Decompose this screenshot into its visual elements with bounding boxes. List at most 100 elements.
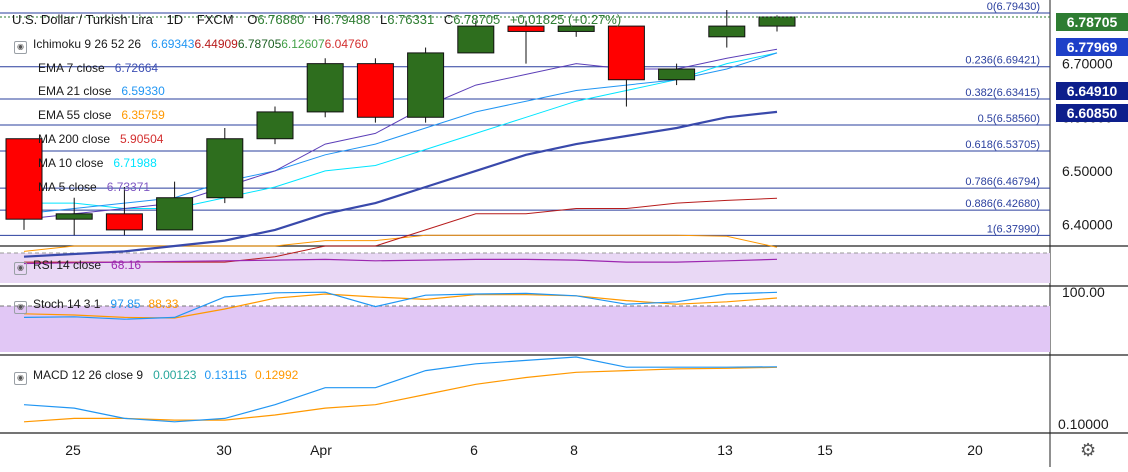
rsi-band — [0, 253, 1050, 283]
fib-label: 0.618(6.53705) — [965, 139, 1040, 151]
stoch-axis-label: 100.00 — [1062, 284, 1105, 300]
indicator-legend-row[interactable]: ◉ Ichimoku 9 26 52 26 6.693436.449096.7870… — [14, 37, 368, 54]
indicator-legend-row[interactable]: MA 10 close 6.71988 — [38, 156, 157, 170]
indicator-name: EMA 55 close — [38, 108, 112, 122]
stoch-band — [0, 306, 1050, 352]
symbol-header: U.S. Dollar / Turkish Lira 1D FXCM O6.76… — [12, 12, 627, 27]
fib-label: 0.5(6.58560) — [978, 113, 1040, 125]
open-value: 6.76880 — [257, 12, 305, 27]
candle-body — [55, 213, 93, 220]
eye-icon[interactable]: ◉ — [14, 301, 27, 314]
gear-icon[interactable]: ⚙ — [1080, 440, 1097, 460]
indicator-name: EMA 7 close — [38, 61, 105, 75]
indicator-value: 6.69343 — [151, 37, 195, 51]
indicator-name: Ichimoku 9 26 52 26 — [33, 37, 142, 51]
fib-label: 0.236(6.69421) — [965, 55, 1040, 67]
price-tick-label: 6.40000 — [1062, 217, 1113, 233]
macd-legend[interactable]: ◉ MACD 12 26 close 9 0.00123 0.13115 0.12992 — [14, 368, 298, 385]
rsi-legend[interactable]: ◉ RSI 14 close 68.16 — [14, 258, 141, 275]
fib-label: 0.786(6.46794) — [965, 176, 1040, 188]
stoch-k-line — [23, 291, 778, 320]
macd-signal-line — [23, 366, 778, 423]
price-tag: 6.78705 — [1056, 13, 1128, 31]
change-value: +0.01825 (+0.27%) — [509, 12, 622, 27]
indicator-value: 6.72664 — [114, 61, 159, 75]
indicator-value: 6.04760 — [324, 37, 369, 51]
indicator-value: 6.12607 — [281, 37, 325, 51]
candle-body — [758, 16, 796, 27]
macd-name: MACD 12 26 close 9 — [33, 368, 144, 382]
stoch-k-value: 97.85 — [110, 297, 141, 311]
candle-body — [256, 111, 294, 140]
indicator-value: 6.59330 — [121, 84, 165, 98]
x-tick-label: 30 — [216, 442, 232, 458]
price-tag: 6.60850 — [1056, 103, 1128, 122]
indicator-legend-row[interactable]: MA 200 close 5.90504 — [38, 132, 163, 146]
ichimoku-base-line — [23, 110, 778, 258]
candle-body — [457, 25, 495, 54]
candle-body — [105, 213, 143, 231]
indicator-legend-row[interactable]: EMA 55 close 6.35759 — [38, 108, 165, 122]
candle-body — [5, 138, 43, 220]
stoch-name: Stoch 14 3 1 — [33, 297, 101, 311]
x-tick-label: 25 — [65, 442, 81, 458]
open-label: O — [247, 12, 258, 27]
x-tick-label: 15 — [817, 442, 833, 458]
indicator-legend-row[interactable]: EMA 21 close 6.59330 — [38, 84, 165, 98]
ma10-line — [24, 52, 778, 209]
high-label: H — [313, 12, 324, 27]
stoch-legend[interactable]: ◉ Stoch 14 3 1 97.85 88.33 — [14, 297, 178, 314]
candle-body — [156, 197, 194, 231]
macd-signal-value: 0.12992 — [254, 368, 299, 382]
macd-line — [23, 356, 778, 423]
candle-body — [206, 138, 244, 199]
indicator-name: MA 10 close — [38, 156, 104, 170]
price-tag: 6.77969 — [1056, 38, 1128, 56]
indicator-legend-row[interactable]: MA 5 close 6.73371 — [38, 180, 150, 194]
x-tick-label: 8 — [570, 442, 578, 458]
price-tick-label: 6.70000 — [1062, 56, 1113, 72]
rsi-value: 68.16 — [111, 258, 142, 272]
fib-label: 0(6.79430) — [987, 1, 1040, 13]
indicator-legend-row[interactable]: EMA 7 close 6.72664 — [38, 61, 158, 75]
high-value: 6.79488 — [323, 12, 371, 27]
candle-body — [557, 25, 595, 32]
candle-body — [658, 68, 696, 81]
macd-axis-label: 0.10000 — [1058, 416, 1109, 432]
fib-label: 1(6.37990) — [987, 223, 1040, 235]
symbol-name[interactable]: U.S. Dollar / Turkish Lira — [12, 12, 153, 27]
indicator-name: EMA 21 close — [38, 84, 112, 98]
x-tick-label: 20 — [967, 442, 983, 458]
macd-line-value: 0.13115 — [204, 368, 247, 382]
eye-icon[interactable]: ◉ — [14, 372, 27, 385]
candle-body — [356, 63, 394, 118]
candle-body — [407, 52, 445, 118]
rsi-line — [23, 258, 778, 265]
exchange: FXCM — [196, 12, 234, 27]
ema7-line — [23, 48, 778, 220]
x-tick-label: 13 — [717, 442, 733, 458]
interval[interactable]: 1D — [166, 12, 184, 27]
x-tick-label: 6 — [470, 442, 478, 458]
eye-icon[interactable]: ◉ — [14, 41, 27, 54]
price-tick-label: 6.50000 — [1062, 163, 1113, 179]
indicator-value: 6.73371 — [106, 180, 151, 194]
low-label: L — [379, 12, 388, 27]
x-tick-label: Apr — [310, 442, 332, 458]
fib-label: 0.382(6.63415) — [965, 87, 1040, 99]
ema21-line — [23, 52, 778, 215]
low-value: 6.76331 — [387, 12, 435, 27]
eye-icon[interactable]: ◉ — [14, 262, 27, 275]
stoch-d-value: 88.33 — [148, 297, 179, 311]
fib-label: 0.886(6.42680) — [965, 198, 1040, 210]
indicator-value: 5.90504 — [120, 132, 164, 146]
candle-body — [507, 25, 545, 32]
candle-body — [306, 63, 344, 113]
rsi-name: RSI 14 close — [33, 258, 102, 272]
indicator-value: 6.44909 — [194, 37, 238, 51]
close-value: 6.78705 — [453, 12, 501, 27]
indicator-name: MA 200 close — [38, 132, 111, 146]
candle-body — [708, 25, 746, 38]
